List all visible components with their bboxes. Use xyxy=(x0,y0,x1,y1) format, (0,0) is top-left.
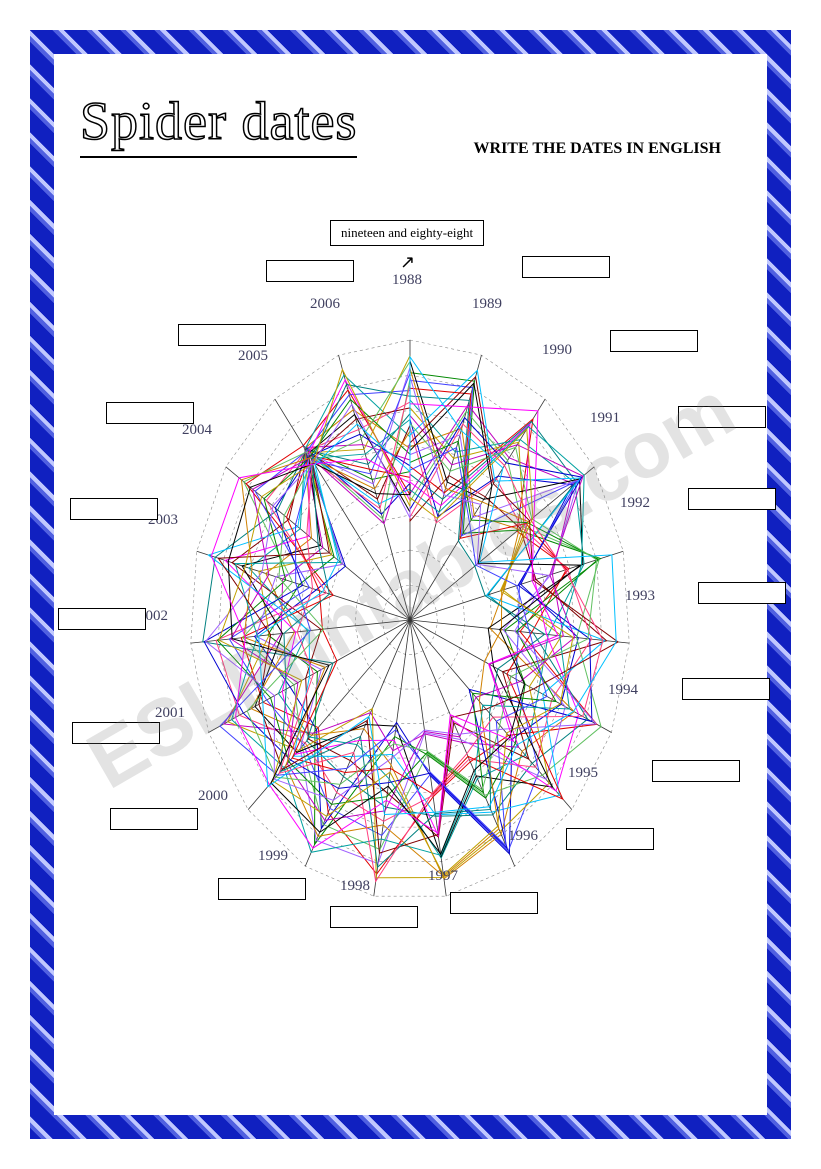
answer-box[interactable] xyxy=(566,828,654,850)
answer-box[interactable] xyxy=(610,330,698,352)
year-label-1999: 1999 xyxy=(258,848,288,865)
year-label-1992: 1992 xyxy=(620,495,650,512)
year-label-1998: 1998 xyxy=(340,878,370,895)
answer-box[interactable] xyxy=(688,488,776,510)
answer-box[interactable] xyxy=(178,324,266,346)
radar-svg xyxy=(130,270,690,970)
answer-box[interactable] xyxy=(218,878,306,900)
answer-box[interactable] xyxy=(106,402,194,424)
year-label-2000: 2000 xyxy=(198,788,228,805)
year-label-1988: 1988 xyxy=(392,272,422,289)
page-title: Spider dates xyxy=(80,90,357,158)
answer-box[interactable] xyxy=(698,582,786,604)
year-label-2001: 2001 xyxy=(155,705,185,722)
instruction-text: WRITE THE DATES IN ENGLISH xyxy=(474,140,721,158)
answer-box[interactable] xyxy=(652,760,740,782)
answer-box[interactable] xyxy=(682,678,770,700)
year-label-2004: 2004 xyxy=(182,422,212,439)
spider-chart: 1988 1989 1990 1991 1992 1993 1994 1995 1996 1997… xyxy=(130,270,690,970)
example-answer: nineteen and eighty-eight xyxy=(330,220,484,246)
answer-box[interactable] xyxy=(678,406,766,428)
year-label-1991: 1991 xyxy=(590,410,620,427)
year-label-1996: 1996 xyxy=(508,828,538,845)
year-label-1994: 1994 xyxy=(608,682,638,699)
answer-box[interactable] xyxy=(330,906,418,928)
year-label-1997: 1997 xyxy=(428,868,458,885)
page-content: Spider dates WRITE THE DATES IN ENGLISH … xyxy=(80,90,741,1089)
answer-box[interactable] xyxy=(110,808,198,830)
year-label-1995: 1995 xyxy=(568,765,598,782)
year-label-1990: 1990 xyxy=(542,342,572,359)
answer-box[interactable] xyxy=(72,722,160,744)
answer-box[interactable] xyxy=(70,498,158,520)
year-label-2006: 2006 xyxy=(310,296,340,313)
answer-box[interactable] xyxy=(58,608,146,630)
year-label-1993: 1993 xyxy=(625,588,655,605)
answer-box[interactable] xyxy=(266,260,354,282)
answer-box[interactable] xyxy=(522,256,610,278)
answer-box[interactable] xyxy=(450,892,538,914)
year-label-2005: 2005 xyxy=(238,348,268,365)
year-label-1989: 1989 xyxy=(472,296,502,313)
